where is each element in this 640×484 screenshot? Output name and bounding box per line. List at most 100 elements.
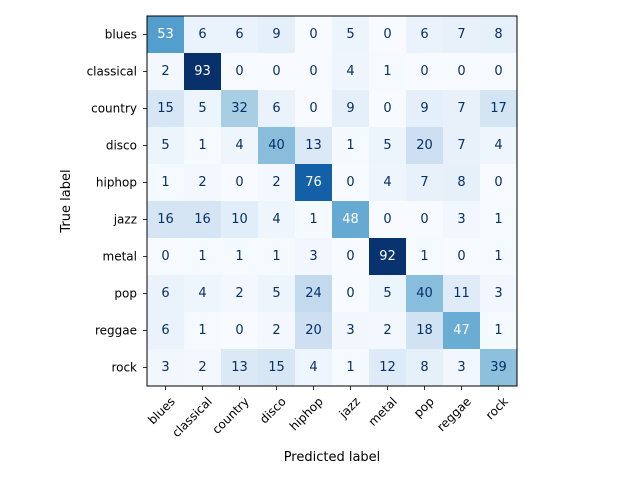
heatmap-cell (369, 275, 407, 313)
heatmap-cell (369, 164, 407, 202)
heatmap-cell (258, 312, 296, 350)
cell-value-label: 48 (342, 212, 359, 227)
heatmap-cell (443, 53, 481, 91)
cell-value-label: 0 (346, 249, 354, 264)
cell-value-label: 1 (420, 249, 428, 264)
cell-value-label: 5 (383, 138, 391, 153)
heatmap-cell (369, 201, 407, 239)
cell-value-label: 5 (346, 27, 354, 42)
heatmap-cell (443, 16, 481, 54)
cell-value-label: 32 (231, 101, 248, 116)
heatmap-cell (184, 312, 222, 350)
cell-value-label: 5 (198, 101, 206, 116)
cell-value-label: 3 (161, 360, 169, 375)
cell-value-label: 0 (272, 64, 280, 79)
x-tick-label: metal (366, 394, 400, 428)
cell-value-label: 0 (235, 323, 243, 338)
heatmap-cell (369, 312, 407, 350)
cell-value-label: 6 (272, 101, 280, 116)
cell-value-label: 7 (457, 101, 465, 116)
cell-value-label: 11 (453, 286, 470, 301)
cell-value-label: 0 (494, 175, 502, 190)
cell-value-label: 3 (457, 360, 465, 375)
heatmap-cell (369, 90, 407, 128)
heatmap-cell (443, 238, 481, 276)
cell-value-label: 53 (157, 27, 174, 42)
heatmap-cell (221, 164, 259, 202)
heatmap-cell (443, 201, 481, 239)
cell-value-label: 1 (383, 64, 391, 79)
y-tick-label: jazz (113, 213, 137, 227)
heatmap-cell (147, 16, 185, 54)
heatmap-cell (332, 53, 370, 91)
heatmap-cell (406, 53, 444, 91)
heatmap-cell (258, 16, 296, 54)
cell-value-label: 15 (268, 360, 285, 375)
cell-value-label: 5 (383, 286, 391, 301)
cell-value-label: 40 (268, 138, 285, 153)
cell-value-label: 7 (457, 138, 465, 153)
heatmap-cell (332, 90, 370, 128)
cell-value-label: 3 (309, 249, 317, 264)
x-tick-label: disco (257, 394, 289, 426)
cell-value-label: 13 (305, 138, 322, 153)
heatmap-cell (406, 164, 444, 202)
cell-value-label: 20 (416, 138, 433, 153)
heatmap-cell (184, 238, 222, 276)
x-tick-label: rock (483, 394, 511, 422)
cell-value-label: 3 (346, 323, 354, 338)
cell-value-label: 16 (157, 212, 174, 227)
heatmap-cell (184, 349, 222, 387)
cell-value-label: 8 (457, 175, 465, 190)
cell-value-label: 4 (309, 360, 317, 375)
heatmap-cell (295, 53, 333, 91)
x-tick-label: hiphop (287, 394, 326, 433)
cell-value-label: 0 (346, 175, 354, 190)
heatmap-cell (406, 312, 444, 350)
heatmap-cell (295, 90, 333, 128)
cell-value-label: 1 (198, 323, 206, 338)
heatmap-cell (443, 312, 481, 350)
cell-value-label: 4 (272, 212, 280, 227)
cell-value-label: 4 (494, 138, 502, 153)
heatmap-cell (332, 349, 370, 387)
cell-value-label: 40 (416, 286, 433, 301)
heatmap-cell (258, 53, 296, 91)
heatmap-cell (221, 90, 259, 128)
cell-value-label: 1 (494, 212, 502, 227)
heatmap-cell (184, 53, 222, 91)
cell-value-labels: 53 6 6 9 0 5 0 6 7 82 93 0 0 0 4 1 0 0 015 5 32 6 0 9 0 9 7 175 1 4 40… (157, 27, 507, 375)
cell-value-label: 2 (235, 286, 243, 301)
heatmap-cell (369, 53, 407, 91)
heatmap-cell (147, 164, 185, 202)
heatmap-cell (258, 238, 296, 276)
y-tick-label: pop (114, 287, 137, 301)
cell-value-label: 20 (305, 323, 322, 338)
heatmap-cell (406, 90, 444, 128)
cell-value-label: 0 (161, 249, 169, 264)
x-axis-label: Predicted label (284, 450, 381, 465)
cell-value-label: 1 (198, 138, 206, 153)
heatmap-cell (147, 201, 185, 239)
heatmap-cell (184, 90, 222, 128)
heatmap-cell (221, 238, 259, 276)
heatmap-cell (295, 238, 333, 276)
heatmap-cell (258, 201, 296, 239)
cell-value-label: 4 (346, 64, 354, 79)
cell-value-label: 7 (420, 175, 428, 190)
cell-value-label: 0 (420, 64, 428, 79)
x-tick-label: blues (145, 394, 178, 427)
heatmap-cell (406, 349, 444, 387)
cell-value-label: 0 (309, 27, 317, 42)
cell-value-label: 0 (235, 64, 243, 79)
heatmap-cell (443, 127, 481, 165)
cell-value-label: 39 (490, 360, 507, 375)
heatmap-cell (332, 238, 370, 276)
heatmap-cell (221, 312, 259, 350)
heatmap-cell (221, 349, 259, 387)
cell-value-label: 1 (494, 249, 502, 264)
heatmap-cell (295, 127, 333, 165)
cell-value-label: 1 (161, 175, 169, 190)
heatmap-cell (147, 275, 185, 313)
